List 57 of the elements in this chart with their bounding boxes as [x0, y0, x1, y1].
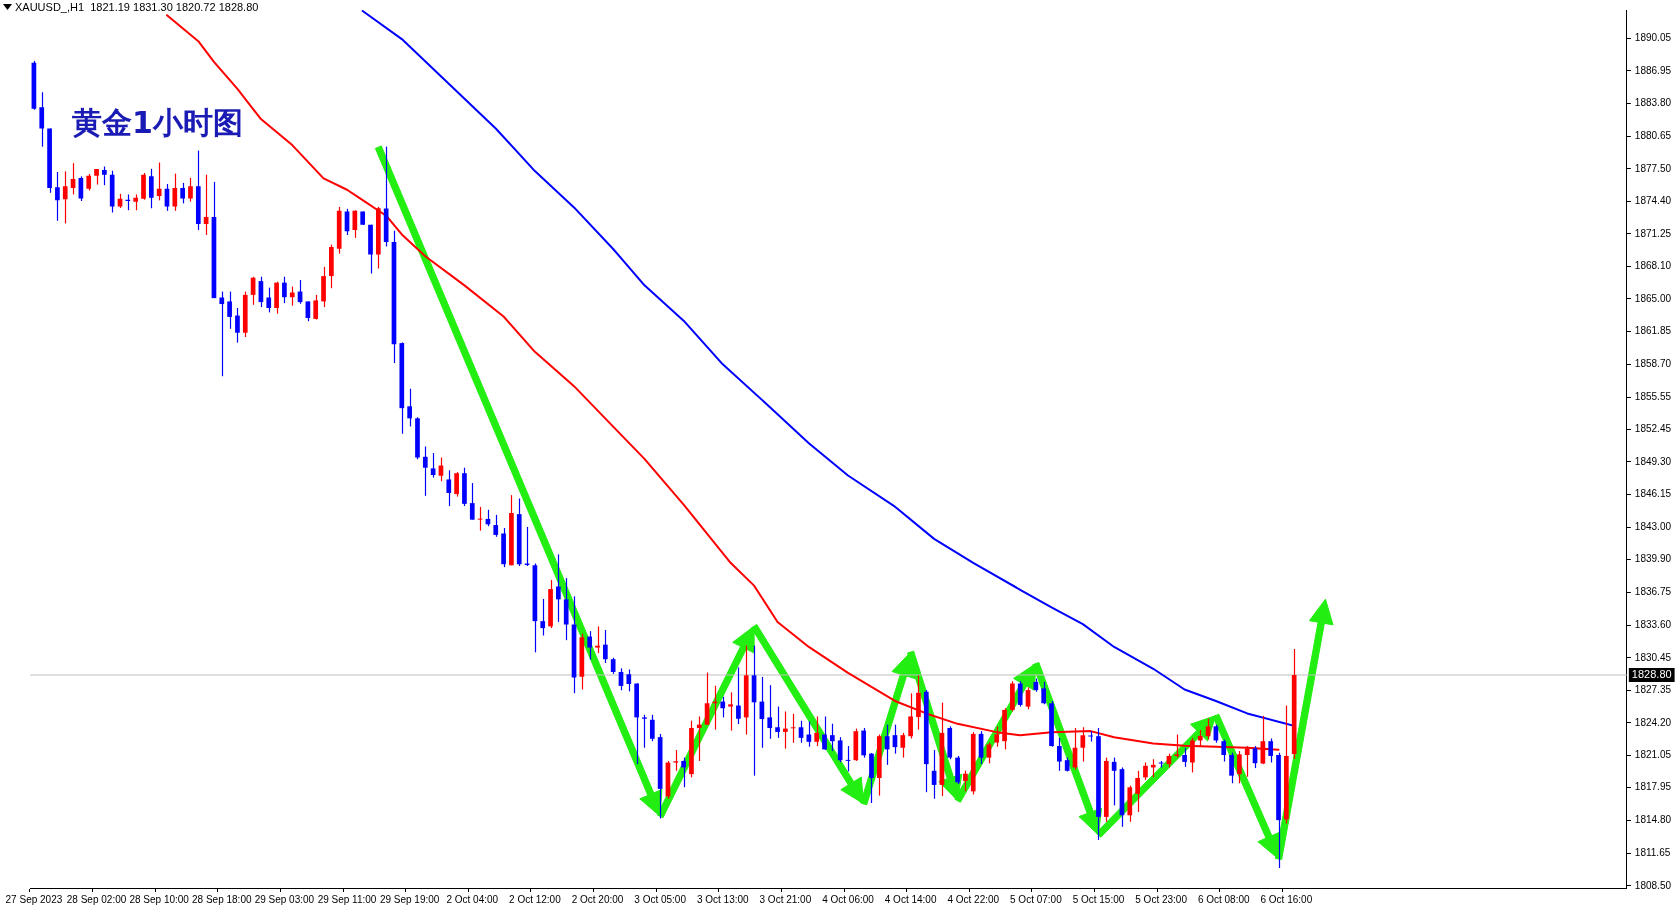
x-tick-label: 3 Oct 05:00: [634, 893, 687, 905]
x-tick-label: 28 Sep 02:00: [66, 893, 127, 905]
x-tick-label: 3 Oct 13:00: [696, 893, 750, 905]
x-tick-label: 2 Oct 20:00: [571, 893, 624, 905]
x-tick-label: 2 Oct 12:00: [509, 893, 562, 905]
y-tick-label: 1843.00: [1634, 521, 1672, 533]
y-tick-label: 1839.90: [1634, 553, 1672, 565]
candlestick: [728, 691, 733, 732]
y-tick-label: 1811.65: [1634, 846, 1671, 858]
y-tick-label: 1855.55: [1634, 390, 1672, 402]
x-tick-label: 29 Sep 11:00: [317, 893, 377, 905]
y-tick-label: 1814.80: [1634, 814, 1672, 826]
y-tick-label: 1821.05: [1634, 749, 1672, 761]
x-tick-label: 28 Sep 18:00: [192, 893, 252, 905]
x-tick-label: 3 Oct 21:00: [759, 893, 812, 905]
y-tick-label: 1836.75: [1634, 586, 1672, 598]
x-tick-label: 29 Sep 19:00: [379, 893, 440, 905]
x-tick-label: 29 Sep 03:00: [254, 893, 315, 905]
y-tick-label: 1824.20: [1634, 716, 1672, 728]
candlestick: [775, 705, 780, 739]
x-tick-label: 4 Oct 22:00: [947, 893, 1000, 905]
y-tick-label: 1877.50: [1634, 162, 1672, 174]
x-tick-label: 5 Oct 23:00: [1135, 893, 1188, 905]
y-tick-label: 1852.45: [1634, 423, 1672, 435]
x-tick-label: 6 Oct 16:00: [1260, 893, 1313, 905]
y-tick-label: 1827.35: [1634, 683, 1672, 695]
y-tick-label: 1890.05: [1634, 32, 1672, 44]
x-tick-label: 2 Oct 04:00: [446, 893, 499, 905]
x-tick-label: 5 Oct 15:00: [1072, 893, 1125, 905]
y-tick-label: 1868.10: [1634, 260, 1672, 272]
y-tick-label: 1808.50: [1634, 879, 1672, 891]
x-tick-label: 28 Sep 10:00: [129, 893, 190, 905]
chart-title: XAUUSD_,H1 1821.19 1831.30 1820.72 1828.80: [15, 0, 259, 13]
ref-line-label: 1828.80: [1631, 668, 1672, 681]
y-tick-label: 1861.85: [1634, 325, 1672, 337]
y-tick-label: 1846.15: [1634, 488, 1672, 500]
x-tick-label: 5 Oct 07:00: [1010, 893, 1063, 905]
y-tick-label: 1871.25: [1634, 227, 1672, 239]
y-tick-label: 1886.95: [1634, 64, 1672, 76]
x-tick-label: 4 Oct 14:00: [884, 893, 937, 905]
candlestick: [102, 165, 107, 186]
candlestick: [673, 749, 679, 772]
x-tick-label: 6 Oct 08:00: [1197, 893, 1251, 905]
y-tick-label: 1849.30: [1634, 455, 1672, 467]
candlestick: [642, 714, 647, 749]
y-tick-label: 1865.00: [1634, 292, 1672, 304]
y-tick-label: 1858.70: [1634, 358, 1672, 370]
y-tick-label: 1874.40: [1634, 194, 1672, 206]
annotation: 黄金1小时图: [72, 105, 243, 140]
y-tick-label: 1830.45: [1634, 651, 1672, 663]
y-tick-label: 1833.60: [1634, 618, 1672, 630]
candlestick: [994, 725, 1000, 748]
y-tick-label: 1880.65: [1634, 129, 1672, 141]
y-tick-label: 1817.95: [1634, 781, 1672, 793]
y-tick-label: 1883.80: [1634, 97, 1672, 109]
x-tick-label: 4 Oct 06:00: [822, 893, 875, 905]
x-tick-label: 27 Sep 2023: [5, 893, 63, 905]
